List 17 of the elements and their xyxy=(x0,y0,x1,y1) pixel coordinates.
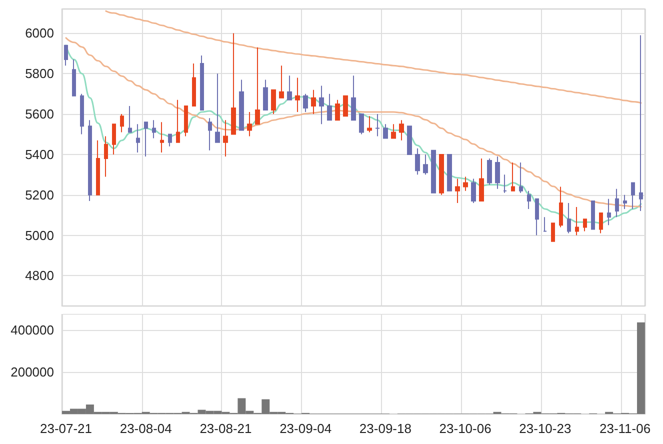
x-tick-label: 23-08-21 xyxy=(200,421,252,436)
y-tick-label: 5600 xyxy=(25,106,54,122)
y-tick-label: 200000 xyxy=(10,364,54,380)
x-tick-label: 23-11-06 xyxy=(599,421,651,436)
y-tick-label: 400000 xyxy=(10,322,54,338)
y-tick-label: 5000 xyxy=(25,228,54,243)
x-tick-label: 23-10-23 xyxy=(519,421,572,436)
x-tick-label: 23-07-21 xyxy=(40,421,92,436)
y-tick-label: 6000 xyxy=(25,26,54,41)
x-tick-label: 23-08-04 xyxy=(120,421,172,436)
y-tick-label: 4800 xyxy=(25,268,54,284)
x-tick-label: 23-09-18 xyxy=(359,421,412,436)
x-tick-label: 23-09-04 xyxy=(280,421,332,436)
y-tick-label: 5400 xyxy=(25,146,54,162)
y-tick-label: 5800 xyxy=(25,66,54,82)
x-tick-label: 23-10-06 xyxy=(439,421,492,436)
y-tick-label: 5200 xyxy=(25,187,54,202)
